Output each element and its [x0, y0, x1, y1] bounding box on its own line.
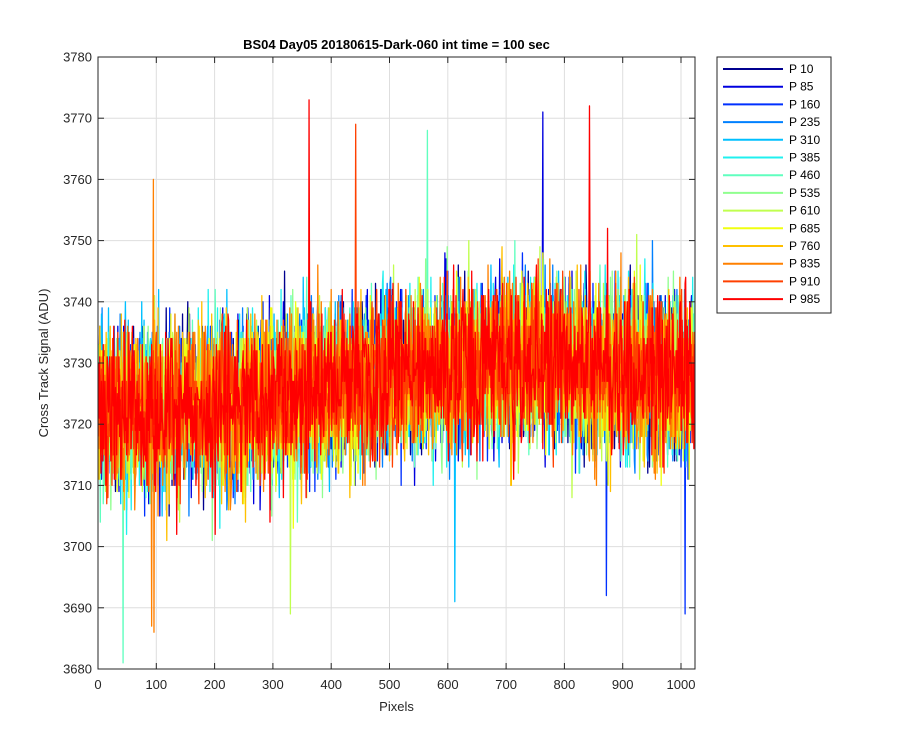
legend-label-p-10: P 10: [789, 62, 814, 76]
x-tick-label-8: 800: [554, 677, 576, 692]
y-tick-label-1: 3690: [63, 600, 92, 615]
legend-box: [716, 56, 832, 314]
x-tick-label-0: 0: [94, 677, 101, 692]
series-line-p-985: [98, 99, 695, 536]
y-tick-label-7: 3750: [63, 233, 92, 248]
y-tick-label-0: 3680: [63, 662, 92, 677]
x-tick-label-6: 600: [437, 677, 459, 692]
legend: P 10 P 85 P 160 P 235 P 310 P 385 P 460 P 535 P …: [716, 56, 832, 314]
legend-label-p-385: P 385: [789, 151, 820, 165]
x-tick-label-4: 400: [320, 677, 342, 692]
x-axis-ticks: 0 100 200 300 400 500 600 700 800 900 1000: [94, 57, 695, 692]
y-tick-label-4: 3720: [63, 417, 92, 432]
y-tick-label-6: 3740: [63, 294, 92, 309]
legend-label-p-535: P 535: [789, 186, 820, 200]
x-axis-label: Pixels: [379, 699, 414, 714]
y-axis-ticks: 3680 3690 3700 3710 3720 3730 3740 3750 3760 3770…: [63, 50, 695, 677]
y-tick-label-8: 3760: [63, 172, 92, 187]
series-lines: [98, 99, 695, 664]
legend-label-p-835: P 835: [789, 257, 820, 271]
legend-label-p-685: P 685: [789, 221, 820, 235]
legend-label-p-235: P 235: [789, 115, 820, 129]
legend-label-p-985: P 985: [789, 292, 820, 306]
x-tick-label-2: 200: [204, 677, 226, 692]
y-tick-label-5: 3730: [63, 356, 92, 371]
legend-label-p-760: P 760: [789, 239, 820, 253]
y-tick-label-3: 3710: [63, 478, 92, 493]
chart-title: BS04 Day05 20180615-Dark-060 int time = …: [243, 37, 550, 52]
x-tick-label-1: 100: [145, 677, 167, 692]
x-tick-label-10: 1000: [667, 677, 696, 692]
legend-label-p-610: P 610: [789, 204, 820, 218]
legend-label-p-85: P 85: [789, 80, 814, 94]
x-tick-label-3: 300: [262, 677, 284, 692]
x-tick-label-7: 700: [495, 677, 517, 692]
legend-label-p-160: P 160: [789, 97, 820, 111]
legend-label-p-310: P 310: [789, 133, 820, 147]
y-tick-label-9: 3770: [63, 111, 92, 126]
legend-label-p-910: P 910: [789, 274, 820, 288]
y-tick-label-2: 3700: [63, 539, 92, 554]
x-tick-label-9: 900: [612, 677, 634, 692]
y-tick-label-10: 3780: [63, 50, 92, 65]
y-axis-label: Cross Track Signal (ADU): [36, 289, 51, 438]
legend-label-p-460: P 460: [789, 168, 820, 182]
x-tick-label-5: 500: [379, 677, 401, 692]
